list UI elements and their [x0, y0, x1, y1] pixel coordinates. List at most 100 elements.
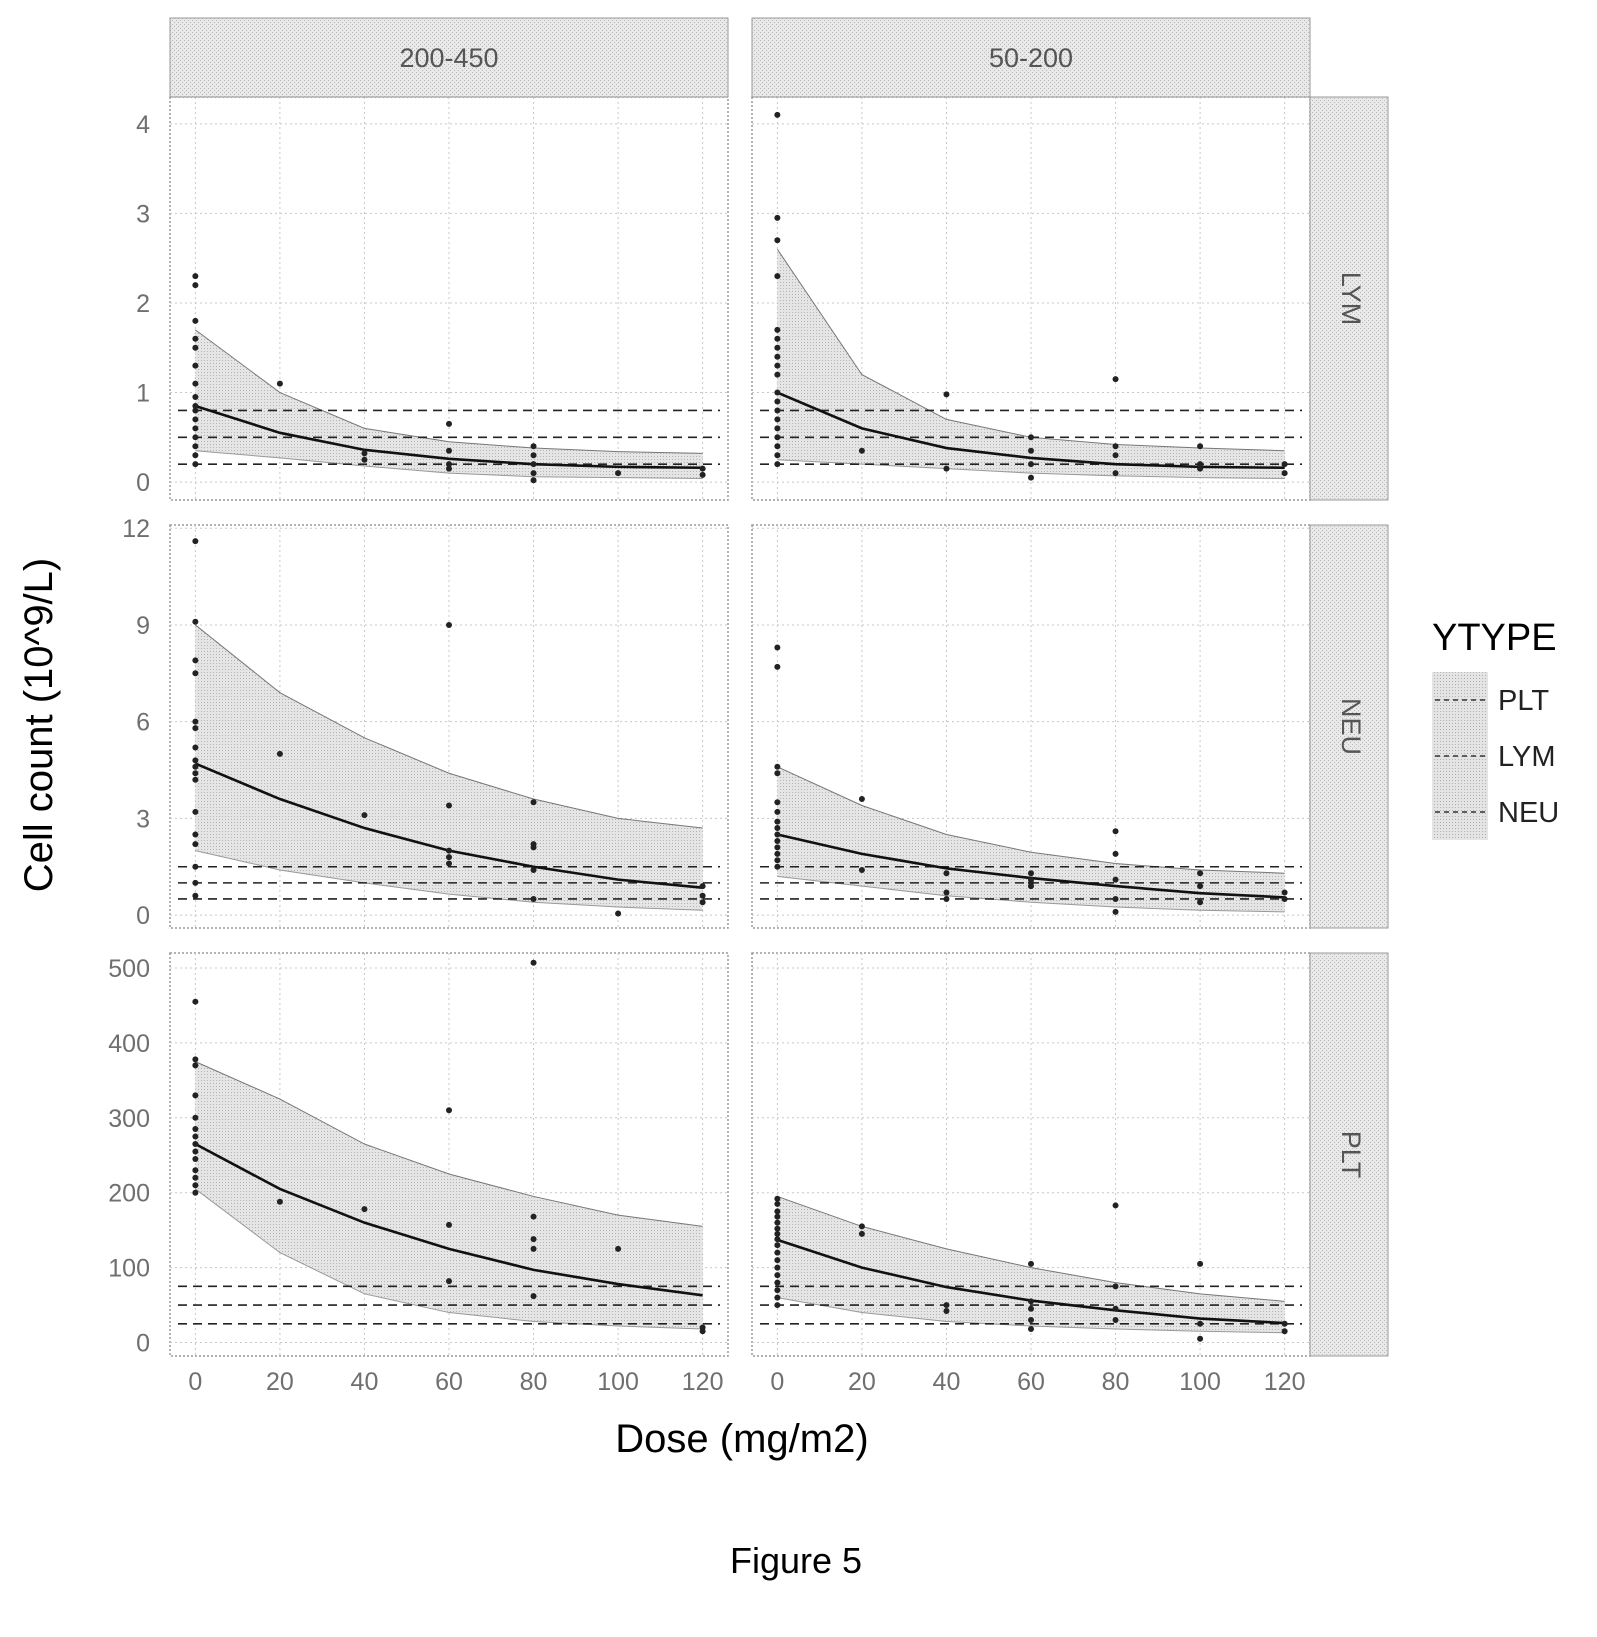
band-upper-edge — [777, 766, 1285, 874]
data-point — [192, 380, 199, 387]
data-point — [192, 879, 199, 886]
data-point — [774, 1208, 781, 1215]
data-point — [1028, 447, 1034, 454]
data-point — [192, 770, 199, 777]
panel-PLT-50-200 — [751, 952, 1311, 1357]
data-point — [192, 282, 199, 289]
data-point — [192, 407, 199, 414]
data-point — [774, 1230, 781, 1237]
data-point — [530, 461, 537, 468]
data-point — [774, 1225, 781, 1232]
fitted-curve — [194, 404, 703, 470]
column-strip-1 — [751, 17, 1311, 98]
data-point — [530, 1236, 537, 1243]
data-point — [774, 644, 781, 651]
data-point — [615, 1245, 622, 1252]
y-tick-label-PLT: 100 — [108, 1255, 150, 1283]
data-point — [1028, 1317, 1034, 1324]
data-point — [1281, 889, 1288, 896]
data-point — [530, 477, 537, 484]
x-tick-label: 80 — [520, 1368, 548, 1396]
data-point — [1197, 465, 1204, 472]
data-point — [192, 362, 199, 369]
legend-entry-label: LYM — [1498, 741, 1555, 773]
data-point — [192, 1167, 199, 1174]
legend-entry-label: PLT — [1498, 685, 1549, 717]
data-point — [1197, 1260, 1204, 1267]
data-point — [943, 895, 950, 902]
data-point — [774, 763, 781, 770]
data-point — [192, 452, 199, 459]
y-tick-label-PLT: 400 — [108, 1030, 150, 1058]
row-strip-label-1: NEU — [1336, 698, 1366, 755]
data-point — [774, 1242, 781, 1249]
data-point — [774, 837, 781, 844]
data-point — [1112, 452, 1119, 459]
data-point — [774, 1294, 781, 1301]
y-tick-label-PLT: 300 — [108, 1105, 150, 1133]
data-point — [1112, 908, 1119, 915]
data-point — [615, 470, 622, 477]
data-point — [446, 621, 452, 628]
data-point — [530, 443, 537, 450]
data-point — [192, 998, 199, 1005]
column-strip-label-0: 200-450 — [399, 43, 498, 73]
data-point — [1281, 461, 1288, 468]
legend-entry-NEU: NEU — [1432, 784, 1559, 840]
data-point — [774, 1249, 781, 1256]
data-point — [1197, 899, 1204, 906]
confidence-band — [777, 249, 1285, 479]
data-point — [192, 1092, 199, 1099]
legend: YTYPE PLT LYM NEU — [1432, 617, 1559, 840]
data-point — [1112, 1283, 1119, 1290]
data-point — [774, 1257, 781, 1264]
band-lower-edge — [777, 459, 1285, 480]
data-point — [774, 111, 781, 118]
data-point — [774, 237, 781, 244]
data-point — [192, 757, 199, 764]
data-point — [774, 818, 781, 825]
data-point — [858, 866, 865, 873]
data-point — [276, 1198, 283, 1205]
x-tick-label: 40 — [933, 1368, 961, 1396]
data-point — [192, 1174, 199, 1181]
band-lower-edge — [195, 850, 703, 911]
data-point — [446, 465, 452, 472]
data-point — [192, 1148, 199, 1155]
data-point — [774, 335, 781, 342]
data-point — [774, 353, 781, 360]
data-point — [192, 273, 199, 280]
data-point — [361, 456, 368, 463]
y-tick-label-LYM: 4 — [136, 111, 150, 139]
facet-strips: 200-450 50-200 LYM NEU PLT — [169, 17, 1389, 1357]
x-tick-label: 0 — [770, 1368, 784, 1396]
legend-title: YTYPE — [1432, 617, 1557, 659]
data-point — [1112, 1305, 1119, 1312]
figure-caption: Figure 5 — [730, 1540, 862, 1581]
panel-LYM-200-450 — [169, 96, 729, 501]
x-tick-label: 100 — [597, 1368, 639, 1396]
data-point — [192, 425, 199, 432]
y-tick-label-PLT: 0 — [136, 1330, 150, 1358]
data-point — [192, 416, 199, 423]
data-point — [858, 447, 865, 454]
data-point — [774, 362, 781, 369]
data-point — [192, 394, 199, 401]
data-point — [943, 1308, 950, 1315]
legend-key-swatch — [1432, 784, 1488, 840]
data-point — [1197, 461, 1204, 468]
data-point — [530, 452, 537, 459]
panel-PLT-200-450 — [169, 952, 729, 1357]
data-point — [192, 831, 199, 838]
data-point — [530, 844, 537, 851]
data-point — [192, 1114, 199, 1121]
data-point — [446, 847, 452, 854]
row-strip-1 — [1309, 524, 1389, 929]
data-point — [1197, 883, 1204, 890]
data-point — [192, 776, 199, 783]
data-point — [192, 808, 199, 815]
data-point — [446, 447, 452, 454]
data-point — [699, 899, 706, 906]
x-axis-title: Dose (mg/m2) — [615, 1417, 868, 1461]
data-point — [446, 860, 452, 867]
